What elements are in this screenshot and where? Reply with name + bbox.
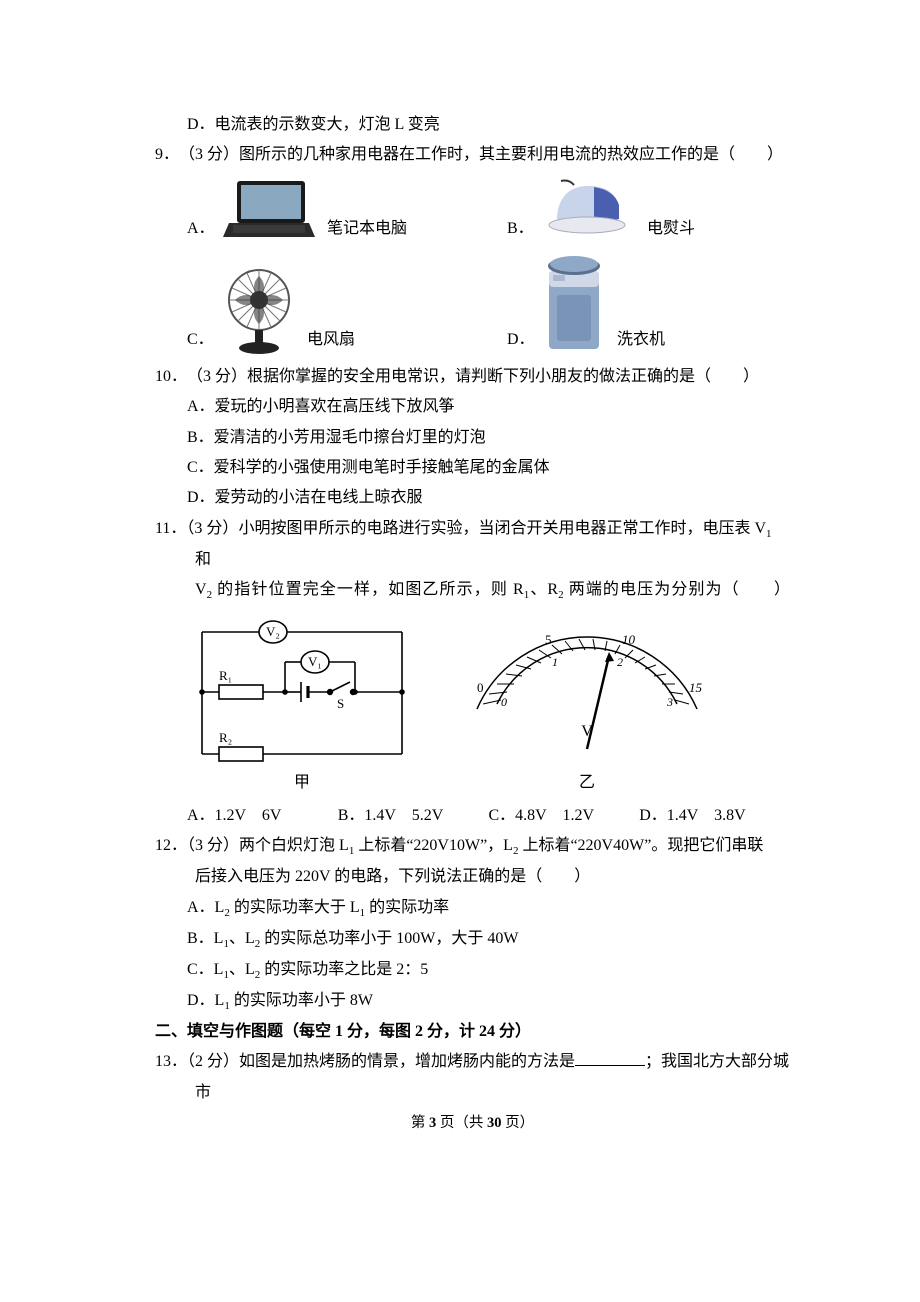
svg-text:2: 2 xyxy=(617,655,623,669)
svg-text:0: 0 xyxy=(477,680,484,695)
q9-row1: A． 笔记本电脑 B． 电熨斗 xyxy=(155,175,790,245)
q11-line2: V2 的指针位置完全一样，如图乙所示，则 R1、R2 两端的电压为分别为（ ） xyxy=(155,575,790,606)
svg-text:0: 0 xyxy=(501,695,507,709)
q10-c: C．爱科学的小强使用测电笔时手接触笔尾的金属体 xyxy=(155,453,790,483)
q11-diagrams: V₂ V₁ R₁ R₂ S xyxy=(155,614,790,764)
laptop-image xyxy=(219,175,319,245)
q12-c: C．L1、L2 的实际功率之比是 2：5 xyxy=(155,955,790,986)
q9-opt-a: A． 笔记本电脑 xyxy=(187,175,507,245)
q9-opt-d: D． 洗衣机 xyxy=(507,251,665,356)
svg-text:15: 15 xyxy=(689,680,703,695)
caption-jia: 甲 xyxy=(187,768,417,798)
q9-row2: C． 电风扇 D． xyxy=(155,251,790,356)
svg-text:V₁: V₁ xyxy=(308,654,322,669)
svg-text:V₂: V₂ xyxy=(266,624,280,639)
q9: 9． （3 分）图所示的几种家用电器在工作时，其主要利用电流的热效应工作的是（ … xyxy=(155,140,790,170)
iron-image xyxy=(539,175,639,245)
q9-stem: （3 分）图所示的几种家用电器在工作时，其主要利用电流的热效应工作的是（ ） xyxy=(179,140,783,170)
circuit-diagram: V₂ V₁ R₁ R₂ S xyxy=(187,614,417,764)
blank-input[interactable] xyxy=(575,1050,645,1066)
q10-a: A．爱玩的小明喜欢在高压线下放风筝 xyxy=(155,392,790,422)
q11-number: 11． xyxy=(155,520,186,537)
q12-b: B．L1、L2 的实际总功率小于 100W，大于 40W xyxy=(155,924,790,955)
svg-text:R₂: R₂ xyxy=(219,730,232,745)
svg-text:R₁: R₁ xyxy=(219,668,232,683)
svg-text:V: V xyxy=(581,723,593,740)
caption-yi: 乙 xyxy=(457,768,717,798)
q12: 12．（3 分）两个白炽灯泡 L1 上标着“220V10W”，L2 上标着“22… xyxy=(155,831,790,862)
q10-d: D．爱劳动的小洁在电线上晾衣服 xyxy=(155,483,790,513)
q10: 10． （3 分）根据你掌握的安全用电常识，请判断下列小朋友的做法正确的是（ ） xyxy=(155,362,790,392)
q11-captions: 甲 乙 xyxy=(155,768,790,798)
q12-d: D．L1 的实际功率小于 8W xyxy=(155,986,790,1017)
svg-text:5: 5 xyxy=(545,632,552,647)
q11-b: B．1.4V 5.2V xyxy=(338,801,489,831)
q11-d: D．1.4V 3.8V xyxy=(639,801,790,831)
q9-opt-b: B． 电熨斗 xyxy=(507,175,695,245)
q10-b: B．爱清洁的小芳用湿毛巾擦台灯里的灯泡 xyxy=(155,423,790,453)
svg-text:3: 3 xyxy=(666,695,673,709)
exam-page: D．电流表的示数变大，灯泡 L 变亮 9． （3 分）图所示的几种家用电器在工作… xyxy=(0,0,920,1178)
fan-image xyxy=(219,266,299,356)
q11: 11．（3 分）小明按图甲所示的电路进行实验，当闭合开关用电器正常工作时，电压表… xyxy=(155,514,790,575)
q10-stem: （3 分）根据你掌握的安全用电常识，请判断下列小朋友的做法正确的是（ ） xyxy=(187,362,759,392)
q13: 13．（2 分）如图是加热烤肠的情景，增加烤肠内能的方法是；我国北方大部分城市 xyxy=(155,1047,790,1108)
q8-option-d: D．电流表的示数变大，灯泡 L 变亮 xyxy=(155,110,790,140)
q9-a-label: 笔记本电脑 xyxy=(327,214,407,244)
q10-number: 10． xyxy=(155,362,187,392)
q12-line2: 后接入电压为 220V 的电路，下列说法正确的是（ ） xyxy=(155,862,790,892)
page-footer: 第 3 页（共 30 页） xyxy=(155,1110,790,1138)
voltmeter-diagram: 0 5 10 15 0 1 2 3 V xyxy=(457,614,717,764)
svg-text:1: 1 xyxy=(552,655,558,669)
svg-text:S: S xyxy=(337,696,344,711)
washer-image xyxy=(539,251,609,356)
q9-b-label: 电熨斗 xyxy=(647,214,695,244)
q12-a: A．L2 的实际功率大于 L1 的实际功率 xyxy=(155,893,790,924)
q9-number: 9． xyxy=(155,140,179,170)
q11-c: C．4.8V 1.2V xyxy=(489,801,640,831)
q11-options: A．1.2V 6V B．1.4V 5.2V C．4.8V 1.2V D．1.4V… xyxy=(155,801,790,831)
q9-d-label: 洗衣机 xyxy=(617,325,665,355)
q9-c-label: 电风扇 xyxy=(307,325,355,355)
q11-a: A．1.2V 6V xyxy=(187,801,338,831)
section2-title: 二、填空与作图题（每空 1 分，每图 2 分，计 24 分） xyxy=(155,1017,790,1047)
svg-text:10: 10 xyxy=(622,632,636,647)
q9-opt-c: C． 电风扇 xyxy=(187,266,507,356)
